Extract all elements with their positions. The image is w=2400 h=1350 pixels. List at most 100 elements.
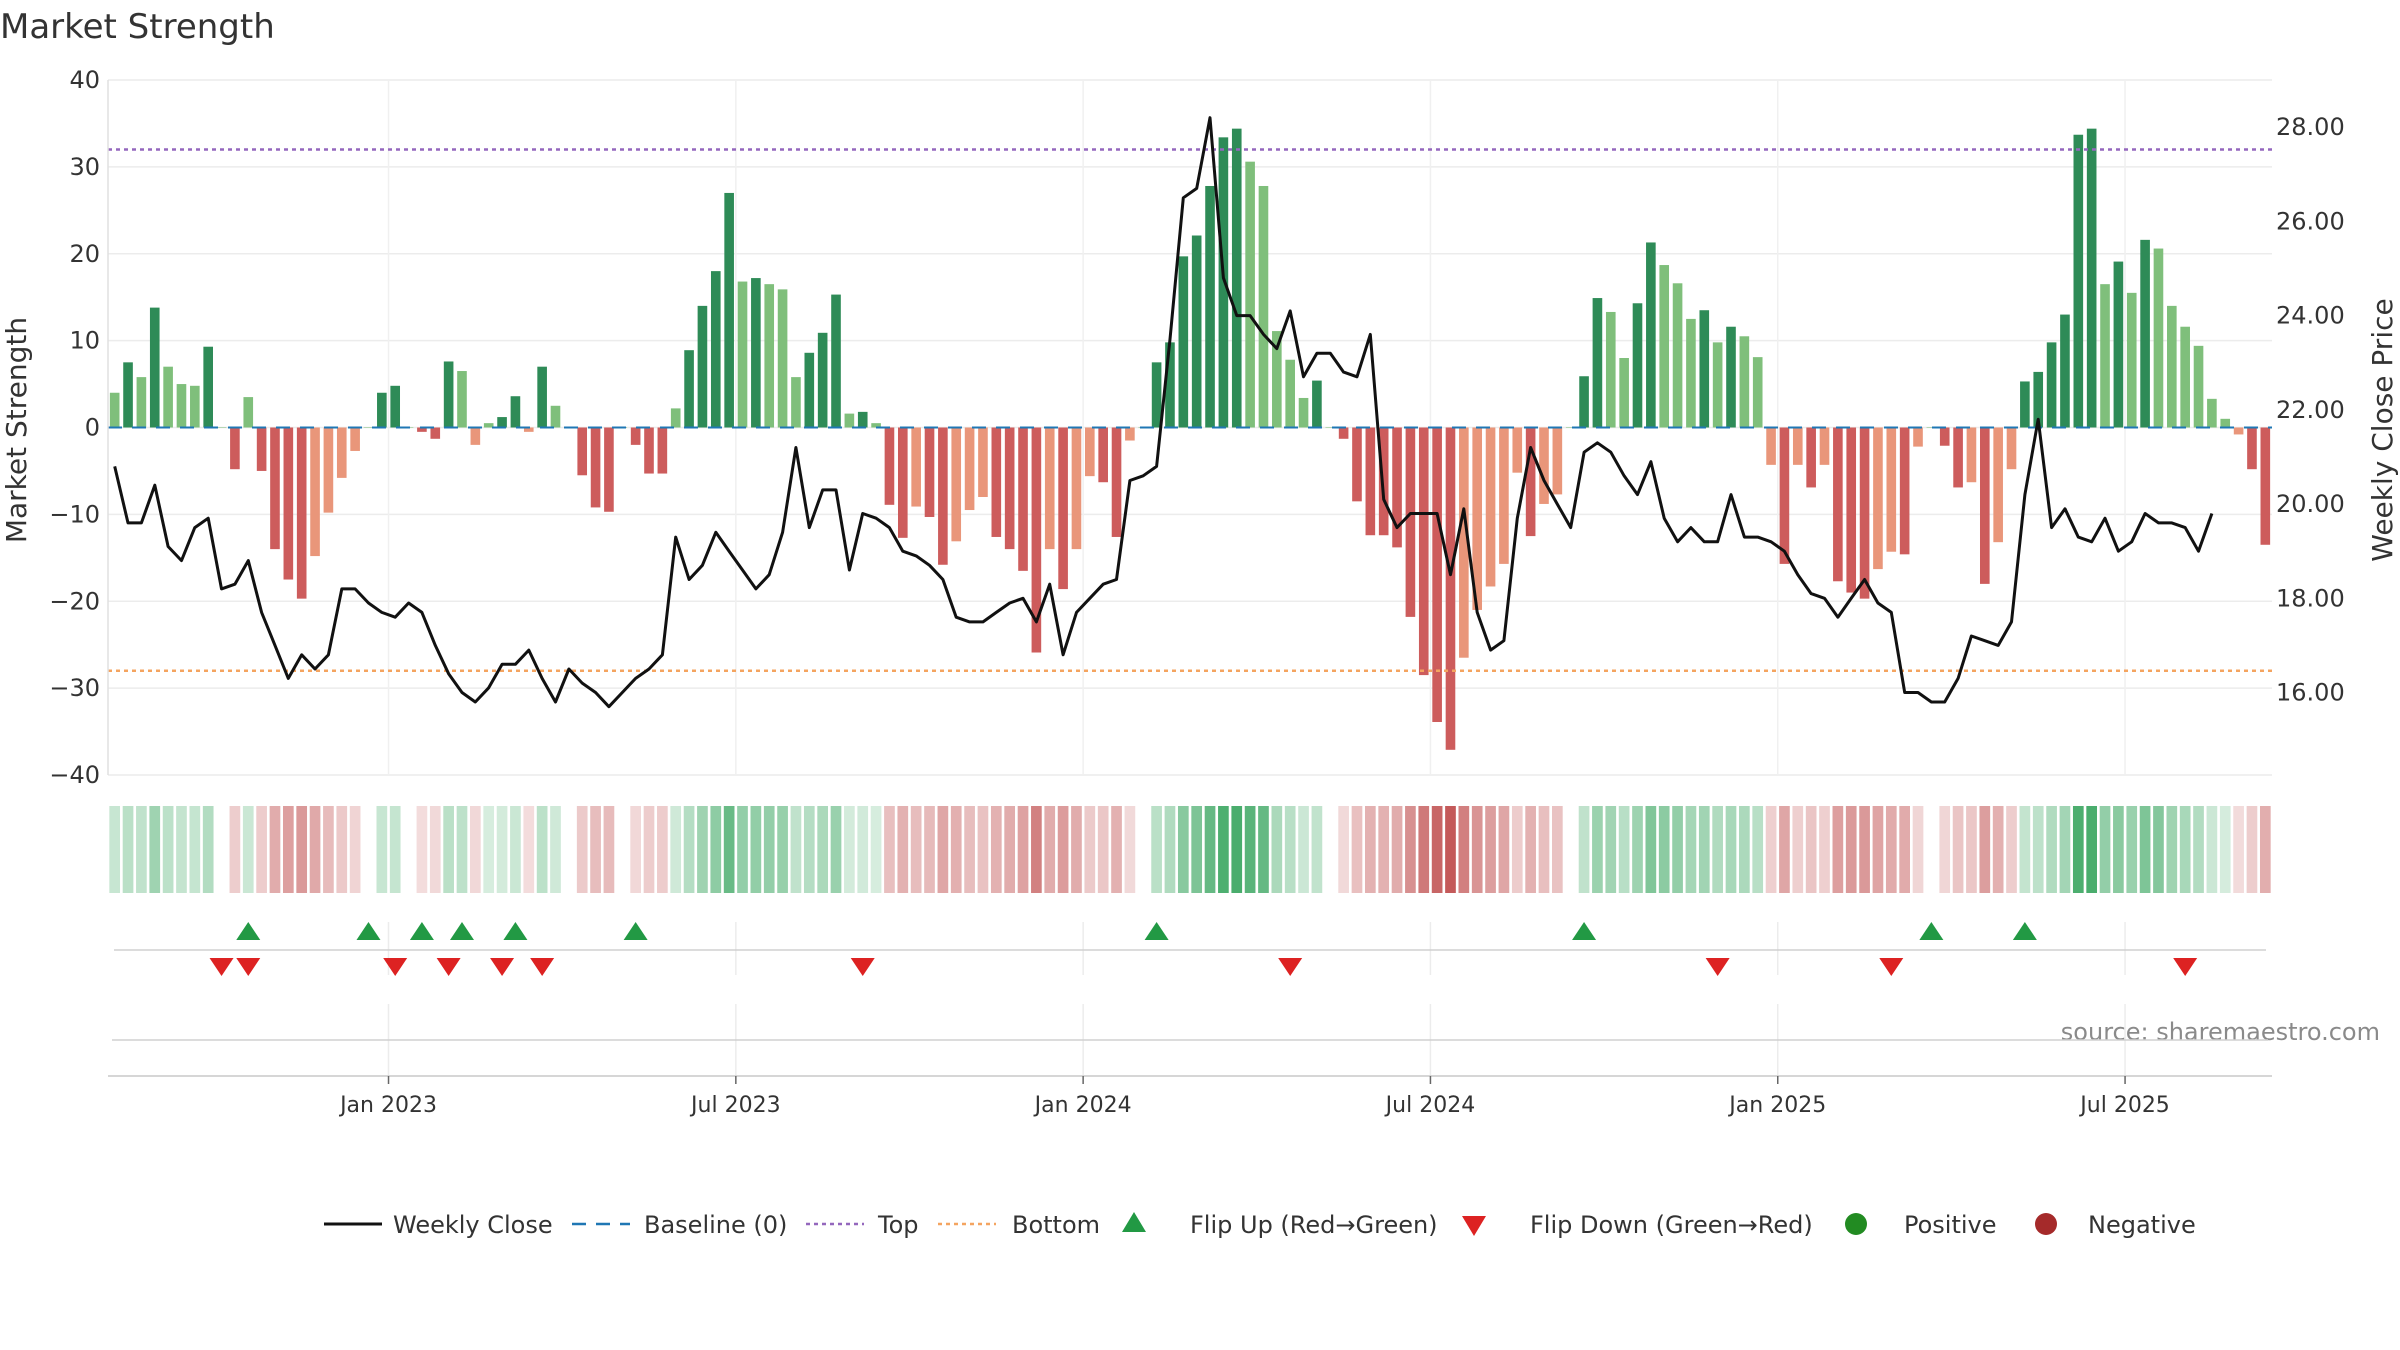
strength-bar <box>1512 427 1523 473</box>
strength-bar <box>523 427 534 432</box>
strength-bar <box>1966 427 1977 483</box>
heat-cell <box>910 806 922 893</box>
strength-bar <box>109 392 120 428</box>
heat-cell <box>1418 806 1430 893</box>
heat-cell <box>1231 806 1243 893</box>
heat-cell <box>710 806 722 893</box>
strength-bar <box>657 427 668 474</box>
heat-cell <box>1605 806 1617 893</box>
legend-negative-label: Negative <box>2088 1211 2196 1239</box>
heat-cell <box>1351 806 1363 893</box>
heat-cell <box>536 806 548 893</box>
source-credit: source: sharemaestro.com <box>2061 1018 2380 1046</box>
strength-bar <box>1779 427 1790 564</box>
heat-cell <box>1111 806 1122 893</box>
strength-bar <box>123 362 133 428</box>
chart-title: Market Strength <box>0 7 275 47</box>
strength-bar <box>1125 427 1135 441</box>
heat-cell <box>1031 806 1042 893</box>
heat-cell <box>189 806 201 893</box>
heat-cell <box>456 806 468 893</box>
strength-bar <box>2220 418 2231 428</box>
strength-bar <box>270 427 280 550</box>
heat-cell <box>429 806 441 893</box>
heat-cell <box>1845 806 1857 893</box>
strength-bar <box>857 411 868 428</box>
flip-up-marker <box>236 922 261 940</box>
heat-cell <box>950 806 962 893</box>
strength-bar <box>417 427 427 432</box>
strength-bar <box>1205 185 1215 428</box>
empty-panel <box>112 1004 2268 1075</box>
legend-top-label: Top <box>877 1211 919 1239</box>
strength-bar <box>1579 376 1589 428</box>
heat-cell <box>1752 806 1764 893</box>
heat-cell <box>242 806 254 893</box>
strength-bar <box>1712 342 1723 428</box>
strength-bar <box>1258 185 1269 428</box>
strength-bar <box>430 427 441 439</box>
strength-bar <box>1913 427 1923 447</box>
heat-cell <box>256 806 267 893</box>
left-tick-label: 0 <box>85 414 100 442</box>
heat-cell <box>1071 806 1082 893</box>
right-tick-label: 28.00 <box>2276 113 2345 141</box>
heat-cell <box>1258 806 1269 893</box>
flip-up-marker <box>623 922 648 940</box>
strength-bar <box>1686 318 1696 428</box>
heat-cell <box>750 806 762 893</box>
strength-bar <box>336 427 347 478</box>
heat-cell <box>737 806 748 893</box>
heat-cell <box>1712 806 1723 893</box>
heat-cell <box>817 806 828 893</box>
flip-up-marker <box>356 922 381 940</box>
heat-cell <box>2006 806 2017 893</box>
left-tick-label: −10 <box>49 500 100 528</box>
flip-up-marker <box>409 922 434 940</box>
axes: 40 30 20 10 0 −10 −20 −30 −40 28.00 26.00 24.00 22.0… <box>49 66 2344 789</box>
strength-bar <box>1298 397 1309 428</box>
strength-bar <box>190 385 200 428</box>
heat-cell <box>496 806 508 893</box>
heat-cell <box>1578 806 1590 893</box>
strength-bar <box>1899 427 1910 555</box>
flip-down-marker <box>1705 958 1730 976</box>
strength-bar <box>1165 342 1175 428</box>
heat-cell <box>1939 806 1951 893</box>
strength-bar <box>1178 256 1189 428</box>
left-axis-title: Market Strength <box>0 317 33 543</box>
heat-cell <box>1885 806 1897 893</box>
heat-cell <box>1191 806 1203 893</box>
strength-bar <box>1846 427 1857 593</box>
strength-bar <box>1605 311 1616 428</box>
heat-cell <box>576 806 588 893</box>
heat-cell <box>790 806 802 893</box>
flip-down-marker <box>383 958 408 976</box>
heat-cell <box>1739 806 1750 893</box>
legend-negative-swatch <box>2035 1213 2057 1235</box>
flip-down-marker <box>490 958 515 976</box>
strength-bar <box>1405 427 1416 617</box>
heat-cell <box>1458 806 1470 893</box>
heat-cell <box>1284 806 1296 893</box>
heat-cell <box>1177 806 1189 893</box>
left-tick-label: 10 <box>69 327 100 355</box>
strength-bar <box>1312 380 1322 428</box>
strength-bar <box>2140 239 2150 428</box>
strength-bar <box>1766 427 1776 465</box>
heat-cell <box>1525 806 1536 893</box>
right-tick-label: 26.00 <box>2276 207 2345 235</box>
strength-bar <box>1352 427 1362 502</box>
heat-cell <box>777 806 788 893</box>
strength-bar <box>1752 357 1763 428</box>
heat-cell <box>443 806 454 893</box>
strength-bar <box>1485 427 1496 587</box>
strength-bar <box>644 427 654 474</box>
heat-cell <box>2233 806 2244 893</box>
flip-down-marker <box>530 958 555 976</box>
heat-cell <box>416 806 428 893</box>
heat-cell <box>2032 806 2044 893</box>
right-tick-label: 20.00 <box>2276 490 2345 518</box>
strength-bar <box>1044 427 1055 550</box>
